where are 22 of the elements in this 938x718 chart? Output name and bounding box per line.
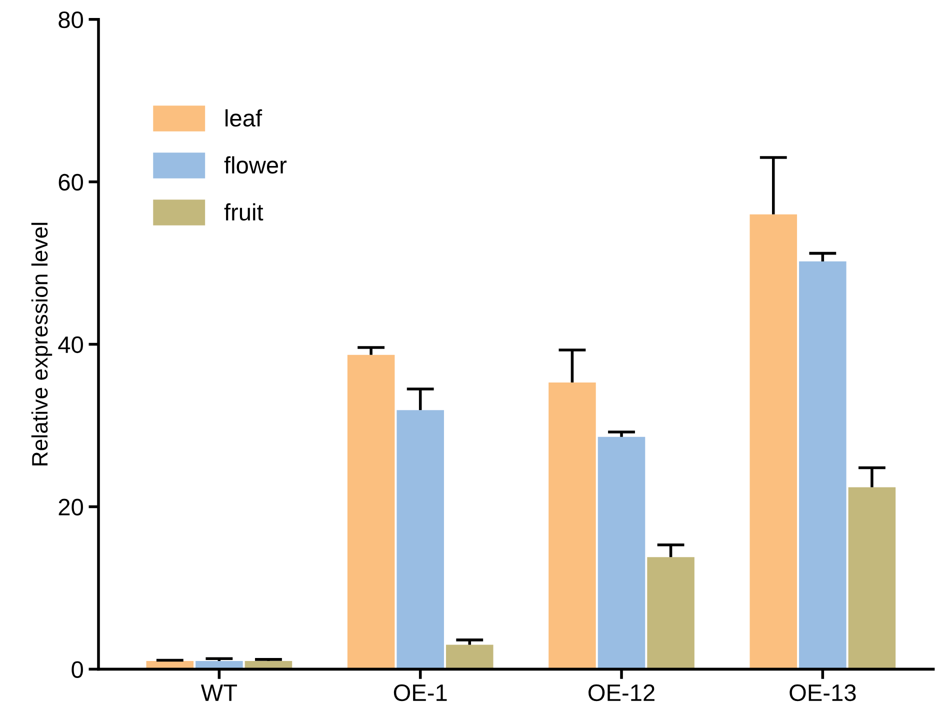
x-tick-label: OE-13 [790,684,856,702]
x-tick-label: OE-12 [588,684,654,702]
y-tick-label: 80 [58,11,83,28]
legend-label: fruit [224,203,264,221]
bar [848,487,896,670]
x-tick-label: OE-1 [394,684,447,702]
y-tick-label: 0 [72,661,83,678]
y-tick-label: 40 [58,336,83,354]
bar [647,557,694,670]
y-tick-label: 60 [58,174,83,191]
bar [750,214,798,670]
legend-label: flower [224,156,287,174]
bar [347,354,395,670]
bar [799,261,846,670]
y-tick-label: 20 [58,498,83,516]
legend-label: leaf [226,109,262,127]
bar [396,410,444,670]
x-tick-label: WT [200,684,237,701]
bar [548,382,596,670]
bar [598,436,646,670]
y-axis-title: Relative expression level [31,222,52,466]
bar [446,644,494,670]
